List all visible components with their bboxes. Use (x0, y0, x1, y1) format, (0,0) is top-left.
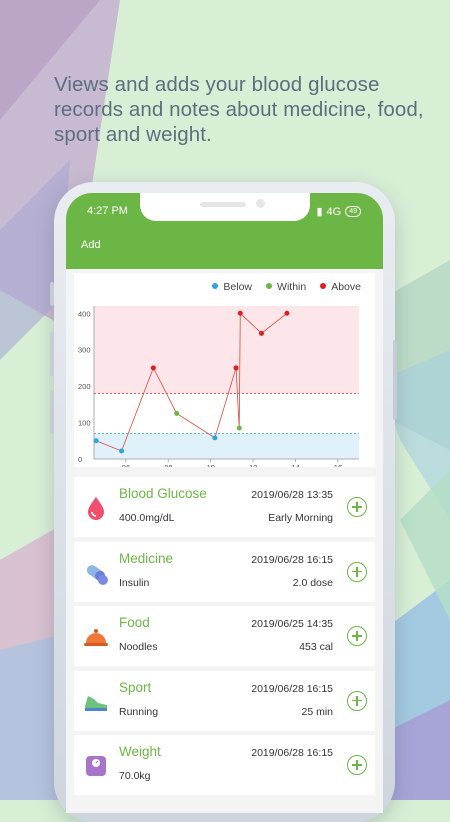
battery-icon: 49 (345, 206, 361, 217)
x-tick-label: 12 (249, 463, 257, 467)
glucose-chart-card: Below Within Above 0 100 200 300 400 06 08 10 12… (74, 273, 375, 467)
add-record-button[interactable] (347, 755, 367, 776)
food-cloche-icon (82, 623, 110, 651)
app-toolbar: Add (66, 223, 383, 269)
signal-icon: ▮ (316, 206, 323, 218)
add-button[interactable]: Add (81, 239, 101, 251)
data-point (284, 310, 290, 316)
x-tick-label: 08 (164, 463, 172, 467)
record-item[interactable]: Weight 2019/06/28 16:15 70.0kg (74, 735, 375, 796)
phone-button (50, 390, 54, 434)
network-label: 4G (326, 205, 342, 218)
headline-text: Views and adds your blood glucose record… (54, 73, 424, 146)
record-note: 2.0 dose (292, 576, 333, 589)
record-title: Medicine (119, 550, 174, 566)
record-value: 70.0kg (119, 770, 151, 783)
pill-icon (82, 559, 110, 587)
record-date: 2019/06/28 16:15 (251, 747, 333, 760)
glucose-line-chart: 0 100 200 300 400 06 08 10 12 14 16 (78, 306, 359, 467)
below-range-zone (94, 433, 359, 459)
scale-icon (82, 752, 110, 780)
sneaker-icon (82, 688, 110, 716)
app-screen: 4:27 PM ▮ 4G 49 Add Below Within Above 0… (66, 193, 383, 813)
status-time: 4:27 PM (87, 205, 128, 217)
record-item[interactable]: Food 2019/06/25 14:35 Noodles 453 cal (74, 606, 375, 667)
data-point (258, 330, 264, 336)
record-item[interactable]: Blood Glucose 2019/06/28 13:35 400.0mg/dL E… (74, 477, 375, 537)
camera-icon (256, 199, 265, 208)
above-range-zone (94, 306, 359, 394)
phone-notch (140, 193, 310, 221)
data-point (174, 410, 180, 416)
add-record-button[interactable] (347, 626, 367, 647)
phone-button (50, 282, 54, 306)
record-title: Weight (119, 744, 161, 760)
x-tick-label: 06 (122, 463, 130, 467)
record-title: Blood Glucose (119, 486, 207, 501)
record-item[interactable]: Sport 2019/06/28 16:15 Running 25 min (74, 670, 375, 731)
add-record-button[interactable] (347, 561, 367, 582)
glucose-series-line (95, 312, 288, 452)
y-tick-label: 100 (78, 419, 91, 428)
record-date: 2019/06/28 13:35 (251, 489, 333, 501)
data-point (237, 310, 243, 316)
y-tick-label: 300 (78, 346, 91, 355)
status-icons: ▮ 4G 49 (316, 205, 361, 218)
record-note: Early Morning (268, 512, 333, 524)
record-value: 400.0mg/dL (119, 512, 175, 524)
add-record-button[interactable] (347, 497, 367, 517)
record-value: Running (119, 705, 159, 718)
record-date: 2019/06/28 16:15 (251, 682, 333, 695)
record-note: 25 min (301, 705, 333, 718)
blood-drop-icon (82, 494, 110, 522)
legend-above: Above (320, 281, 361, 293)
add-record-button[interactable] (347, 690, 367, 711)
data-point (233, 365, 239, 371)
y-tick-label: 0 (78, 455, 82, 464)
record-date: 2019/06/28 16:15 (251, 553, 333, 566)
record-value: Insulin (119, 576, 150, 589)
record-title: Sport (119, 679, 152, 695)
phone-button (50, 332, 54, 376)
phone-button (393, 340, 397, 420)
x-tick-label: 14 (291, 463, 299, 467)
data-point (150, 365, 156, 371)
data-point (119, 448, 125, 454)
record-note: 453 cal (299, 641, 333, 654)
record-value: Noodles (119, 641, 158, 654)
data-point (212, 435, 218, 441)
legend-within: Within (266, 281, 306, 293)
speaker-icon (200, 202, 246, 207)
x-tick-label: 10 (207, 463, 215, 467)
y-tick-label: 200 (78, 382, 91, 391)
data-point (93, 438, 99, 444)
record-date: 2019/06/25 14:35 (251, 618, 333, 631)
data-point (236, 425, 242, 431)
legend-below: Below (212, 281, 252, 293)
record-item[interactable]: Medicine 2019/06/28 16:15 Insulin 2.0 dose (74, 541, 375, 602)
y-tick-label: 400 (78, 309, 91, 318)
chart-legend: Below Within Above (212, 281, 361, 293)
x-tick-label: 16 (334, 463, 342, 467)
record-title: Food (119, 615, 150, 631)
